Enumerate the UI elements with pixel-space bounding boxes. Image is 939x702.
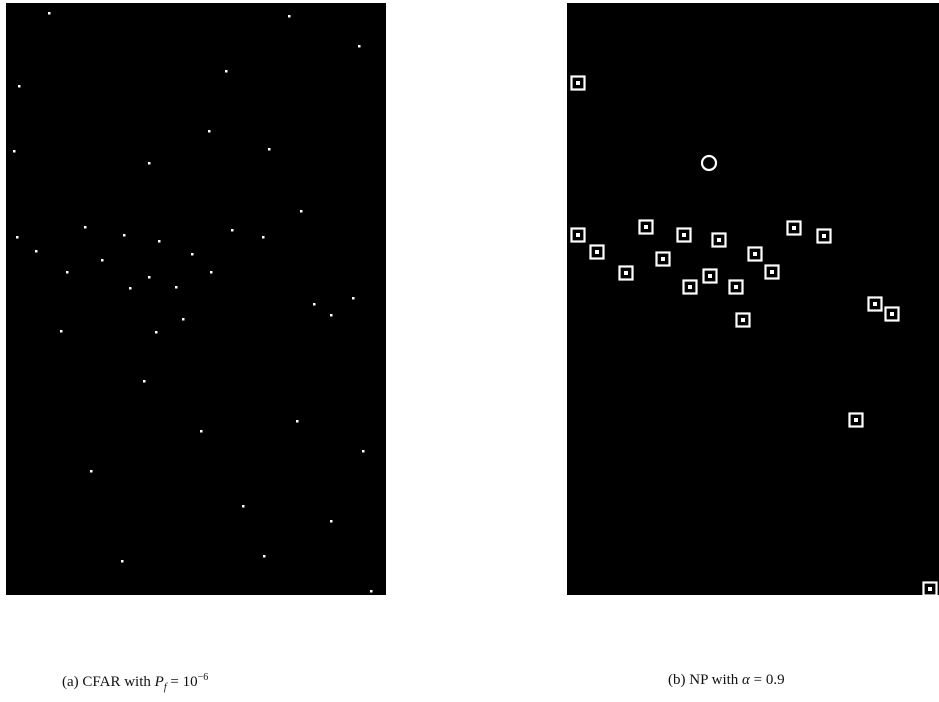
- detection-dot: [231, 229, 234, 232]
- detection-dot: [48, 12, 51, 15]
- detection-dot: [225, 70, 228, 73]
- detection-dot: [358, 45, 361, 48]
- caption-rel: = 10: [170, 674, 197, 690]
- detection-dot: [66, 271, 69, 274]
- caption-b: (b) NP with α = 0.9: [668, 672, 785, 689]
- detection-dot: [84, 226, 87, 229]
- detection-dot: [148, 276, 151, 279]
- figure: (a) CFAR with Pf = 10−6 (b) NP with α = …: [0, 0, 939, 702]
- caption-text: CFAR with: [82, 674, 151, 690]
- detection-blob: [624, 271, 628, 275]
- detection-dot: [129, 287, 132, 290]
- np-image: [567, 3, 939, 595]
- detection-dot: [18, 85, 21, 88]
- detection-dot: [158, 240, 161, 243]
- detection-dot: [16, 236, 19, 239]
- detection-dot: [60, 330, 63, 333]
- detection-dot: [313, 303, 316, 306]
- detection-dot: [90, 470, 93, 473]
- detection-blob: [708, 274, 712, 278]
- detection-dot: [143, 380, 146, 383]
- detection-dot: [296, 420, 299, 423]
- detection-dot: [370, 590, 373, 593]
- caption-label: (a): [62, 674, 79, 690]
- detection-blob: [576, 81, 580, 85]
- detection-dot: [362, 450, 365, 453]
- detection-blob: [595, 250, 599, 254]
- detection-dot: [101, 259, 104, 262]
- detection-blob: [890, 312, 894, 316]
- detection-blob: [661, 257, 665, 261]
- detection-dot: [300, 210, 303, 213]
- detection-dot: [182, 318, 185, 321]
- panels: [0, 0, 939, 702]
- detection-dot: [330, 314, 333, 317]
- cfar-image: [6, 3, 386, 595]
- detection-blob: [854, 418, 858, 422]
- detection-dot: [352, 297, 355, 300]
- detection-dot: [242, 505, 245, 508]
- detection-dot: [288, 15, 291, 18]
- caption-label: (b): [668, 672, 686, 688]
- detection-blob: [792, 226, 796, 230]
- detection-blob: [928, 587, 932, 591]
- detection-dot: [200, 430, 203, 433]
- caption-sub: f: [164, 682, 167, 693]
- detection-blob: [873, 302, 877, 306]
- detection-blob: [770, 270, 774, 274]
- detection-blob: [576, 233, 580, 237]
- detection-dot: [263, 555, 266, 558]
- detection-blob: [644, 225, 648, 229]
- detection-dot: [191, 253, 194, 256]
- detection-dot: [148, 162, 151, 165]
- detection-dot: [210, 271, 213, 274]
- detection-dot: [175, 286, 178, 289]
- detection-dot: [330, 520, 333, 523]
- detection-blob: [717, 238, 721, 242]
- detection-dot: [208, 130, 211, 133]
- detection-dot: [13, 150, 16, 153]
- caption-text: NP with: [689, 672, 738, 688]
- detection-blob: [741, 318, 745, 322]
- detection-dot: [262, 236, 265, 239]
- detection-blob: [682, 233, 686, 237]
- detection-dot: [121, 560, 124, 563]
- caption-var: α: [742, 672, 750, 688]
- detection-dot: [155, 331, 158, 334]
- caption-var: P: [155, 674, 164, 690]
- detection-dot: [35, 250, 38, 253]
- detection-dot: [123, 234, 126, 237]
- caption-rel: = 0.9: [754, 672, 785, 688]
- detection-blob: [734, 285, 738, 289]
- caption-a: (a) CFAR with Pf = 10−6: [62, 672, 208, 693]
- caption-sup: −6: [198, 672, 209, 683]
- detection-blob: [688, 285, 692, 289]
- detection-blob: [822, 234, 826, 238]
- detection-blob: [753, 252, 757, 256]
- detection-dot: [268, 148, 271, 151]
